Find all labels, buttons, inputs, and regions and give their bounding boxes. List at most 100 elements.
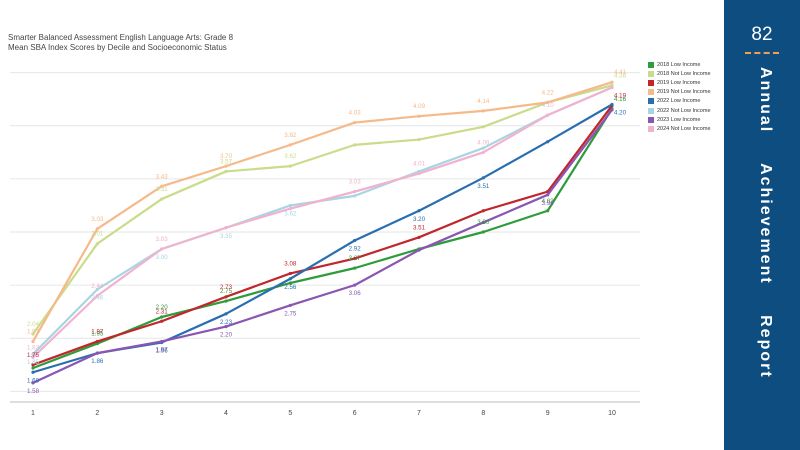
data-label: 4.16 <box>614 96 627 103</box>
legend-label: 2022 Low Income <box>657 98 701 105</box>
x-tick-label: 2 <box>95 410 99 417</box>
data-point <box>610 102 614 107</box>
data-point <box>353 256 357 261</box>
report-name: Annual Achievement Report <box>757 67 774 379</box>
chart-title-line-2: Mean SBA Index Scores by Decile and Soci… <box>8 43 227 52</box>
legend-item: 2024 Not Low Income <box>648 124 724 133</box>
legend-item: 2022 Not Low Income <box>648 106 724 115</box>
data-label: 1.68 <box>27 377 40 384</box>
data-label: 4.09 <box>477 139 490 146</box>
legend-swatch <box>648 125 654 132</box>
data-label: 2.75 <box>284 310 297 317</box>
x-tick-label: 6 <box>353 410 357 417</box>
data-point <box>417 137 421 142</box>
x-tick-label: 7 <box>417 410 421 417</box>
legend-swatch <box>648 70 654 77</box>
data-label: 1.97 <box>156 346 169 353</box>
legend-item: 2019 Not Low Income <box>648 88 724 97</box>
data-point <box>610 85 614 90</box>
data-label: 3.51 <box>413 224 426 231</box>
x-tick-label: 5 <box>288 410 292 417</box>
data-point <box>31 366 35 370</box>
data-label: 2.56 <box>284 284 297 291</box>
data-point <box>95 339 99 344</box>
data-label: 1.82 <box>27 344 40 351</box>
legend-item: 2018 Not Low Income <box>648 69 724 78</box>
x-tick-label: 10 <box>608 410 616 417</box>
legend-swatch <box>648 98 654 105</box>
x-tick-label: 1 <box>31 410 35 417</box>
data-point <box>31 339 35 344</box>
data-point <box>95 351 99 355</box>
data-label: 4.02 <box>542 198 555 205</box>
data-label: 3.57 <box>220 158 233 165</box>
line-chart: 1 2 3 4 5 6 7 8 9 10 1.95 2.20 2.75 3.27 3.80 4.02 4.16 2… <box>10 69 640 417</box>
x-tick-label: 9 <box>546 410 550 417</box>
data-point <box>288 271 292 276</box>
data-label: 2.75 <box>220 288 233 295</box>
data-label: 3.20 <box>413 216 426 223</box>
data-point <box>417 235 421 239</box>
legend-item: 2022 Low Income <box>648 97 724 106</box>
data-point <box>288 303 292 307</box>
data-point <box>224 169 228 174</box>
data-label: 3.31 <box>156 186 169 193</box>
data-label: 2.04 <box>27 321 40 328</box>
data-label: 3.03 <box>156 236 169 243</box>
data-point <box>224 312 228 316</box>
data-point <box>160 184 164 188</box>
legend-swatch <box>648 89 654 96</box>
legend-label: 2019 Not Low Income <box>657 89 711 96</box>
data-point <box>481 146 485 150</box>
data-point <box>224 299 228 303</box>
data-label: 3.82 <box>284 132 297 139</box>
data-label: 4.19 <box>614 93 627 100</box>
data-label: 1.96 <box>156 348 169 355</box>
legend-label: 2022 Not Low Income <box>657 107 711 114</box>
data-point <box>353 120 357 125</box>
data-point <box>160 339 164 344</box>
data-label: 2.20 <box>156 304 169 311</box>
data-point <box>288 277 292 281</box>
data-label: 3.08 <box>284 260 297 267</box>
data-point <box>31 332 35 336</box>
series-line-4 <box>32 103 613 374</box>
legend-swatch <box>648 107 654 114</box>
data-point <box>160 319 164 323</box>
data-label: 3.96 <box>542 200 555 207</box>
data-point <box>288 164 292 168</box>
data-point <box>481 220 485 225</box>
series-line-6 <box>32 109 613 384</box>
data-point <box>224 324 228 329</box>
data-label: 4.22 <box>542 89 555 96</box>
data-point <box>353 194 357 198</box>
series-line-1 <box>32 84 613 335</box>
data-point <box>353 283 357 287</box>
data-label: 3.27 <box>349 255 362 262</box>
data-point <box>546 193 550 197</box>
data-label: 1.58 <box>27 388 40 395</box>
data-point <box>417 209 421 213</box>
data-point <box>610 80 614 84</box>
data-label: 4.20 <box>614 110 627 117</box>
page-number: 82 <box>751 24 773 45</box>
series-line-0 <box>32 108 613 370</box>
data-label: 2.31 <box>156 308 169 315</box>
data-point <box>288 281 292 285</box>
data-label: 1.97 <box>27 328 40 335</box>
data-point <box>481 125 485 129</box>
data-label: 3.03 <box>91 216 104 223</box>
data-label: 3.35 <box>220 233 233 240</box>
data-label: 1.97 <box>91 328 104 335</box>
data-label: 2.73 <box>220 284 233 291</box>
data-point <box>417 114 421 118</box>
data-label: 4.10 <box>542 102 555 109</box>
data-point <box>546 100 550 104</box>
data-label: 1.95 <box>91 331 104 338</box>
data-point <box>160 247 164 251</box>
data-point <box>31 363 35 367</box>
legend-item: 2019 Low Income <box>648 78 724 87</box>
series-line-7 <box>32 86 613 359</box>
data-point <box>95 227 99 231</box>
legend-item: 2018 Low Income <box>648 60 724 69</box>
